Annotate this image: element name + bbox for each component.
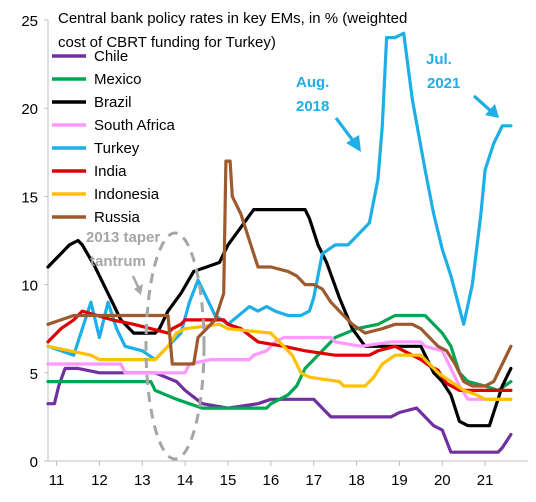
legend-label: Turkey bbox=[94, 140, 140, 157]
y-tick-label: 0 bbox=[30, 454, 38, 471]
series-line-indonesia bbox=[46, 322, 513, 401]
x-tick-label: 13 bbox=[134, 472, 151, 489]
y-tick-label: 25 bbox=[21, 13, 38, 30]
series-line-chile bbox=[46, 366, 513, 454]
jul-2021-arrow bbox=[472, 94, 494, 114]
x-tick-label: 15 bbox=[220, 472, 237, 489]
taper-tantrum-ellipse bbox=[144, 231, 206, 461]
annotations: 2013 taper tantrum Aug. 2018 Jul. 2021 bbox=[86, 51, 499, 461]
series-lines bbox=[46, 31, 513, 454]
axes bbox=[47, 20, 528, 462]
legend-label: Indonesia bbox=[94, 186, 160, 203]
x-tick-label: 18 bbox=[348, 472, 365, 489]
x-tick-label: 12 bbox=[91, 472, 108, 489]
legend-label: South Africa bbox=[94, 117, 176, 134]
jul-2021-arrowhead bbox=[485, 104, 499, 118]
y-tick-label: 20 bbox=[21, 101, 38, 118]
jul-2021-label: Jul. bbox=[426, 51, 452, 68]
aug-2018-label: 2018 bbox=[296, 98, 329, 115]
legend-label: Russia bbox=[94, 209, 141, 226]
x-tick-label: 14 bbox=[177, 472, 194, 489]
series-line-brazil bbox=[46, 208, 513, 428]
x-tick-label: 20 bbox=[434, 472, 451, 489]
series-line-turkey bbox=[46, 31, 513, 362]
aug-2018-arrowhead bbox=[346, 135, 361, 152]
legend-label: Mexico bbox=[94, 71, 142, 88]
y-tick-label: 15 bbox=[21, 189, 38, 206]
x-tick-label: 16 bbox=[263, 472, 280, 489]
legend-label: India bbox=[94, 163, 127, 180]
taper-tantrum-arrowhead bbox=[134, 284, 143, 295]
series-line-india bbox=[46, 309, 513, 392]
series-line-russia bbox=[46, 159, 513, 388]
legend: Chile Mexico Brazil South Africa Turkey India… bbox=[52, 48, 176, 226]
jul-2021-label: 2021 bbox=[427, 75, 460, 92]
y-tick-label: 5 bbox=[30, 366, 38, 383]
x-tick-label: 11 bbox=[49, 472, 65, 489]
chart-title-line: Central bank policy rates in key EMs, in… bbox=[58, 10, 407, 27]
x-tick-label: 17 bbox=[305, 472, 322, 489]
legend-label: Chile bbox=[94, 48, 128, 65]
taper-tantrum-label: tantrum bbox=[90, 253, 146, 270]
taper-tantrum-label: 2013 taper bbox=[86, 229, 160, 246]
chart-title-line: cost of CBRT funding for Turkey) bbox=[58, 34, 276, 51]
y-axis-ticks: 0 5 10 15 20 25 bbox=[21, 13, 48, 471]
x-tick-label: 21 bbox=[477, 472, 494, 489]
series-line-south-africa bbox=[46, 335, 513, 401]
x-axis-ticks: 11 12 13 14 15 16 17 18 19 20 21 bbox=[49, 461, 494, 489]
x-tick-label: 19 bbox=[391, 472, 408, 489]
aug-2018-label: Aug. bbox=[296, 74, 329, 91]
y-tick-label: 10 bbox=[21, 278, 38, 295]
legend-label: Brazil bbox=[94, 94, 132, 111]
aug-2018-arrow bbox=[334, 117, 356, 143]
chart-title: Central bank policy rates in key EMs, in… bbox=[58, 10, 407, 51]
